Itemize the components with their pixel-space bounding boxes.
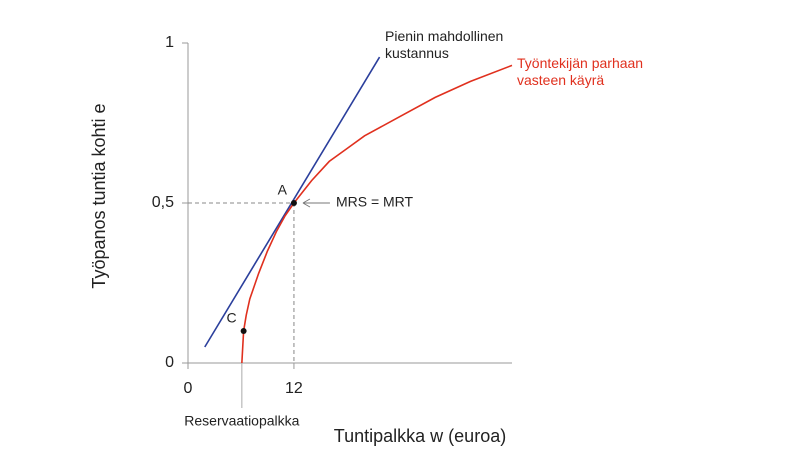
point-label: C (226, 310, 236, 326)
point-label: A (278, 182, 288, 198)
y-tick-label: 1 (165, 34, 174, 51)
y-tick-label: 0,5 (152, 194, 174, 211)
annotation-arrowhead (302, 198, 311, 208)
series-label: Työntekijän parhaan vasteen käyrä (517, 55, 644, 88)
point (240, 328, 247, 334)
point (290, 200, 297, 206)
x-tick-label: 0 (184, 380, 193, 397)
x-tick-label: 12 (285, 380, 303, 397)
annotation: MRS = MRT (336, 194, 414, 210)
annotation: Reservaatiopalkka (184, 413, 299, 429)
y-tick-label: 0 (165, 354, 174, 371)
x-axis-title: Tuntipalkka w (euroa) (334, 426, 506, 446)
y-axis-title: Työpanos tuntia kohti e (89, 103, 109, 288)
series-label: Pienin mahdollinen kustannus (385, 28, 504, 61)
series-line (241, 64, 513, 364)
